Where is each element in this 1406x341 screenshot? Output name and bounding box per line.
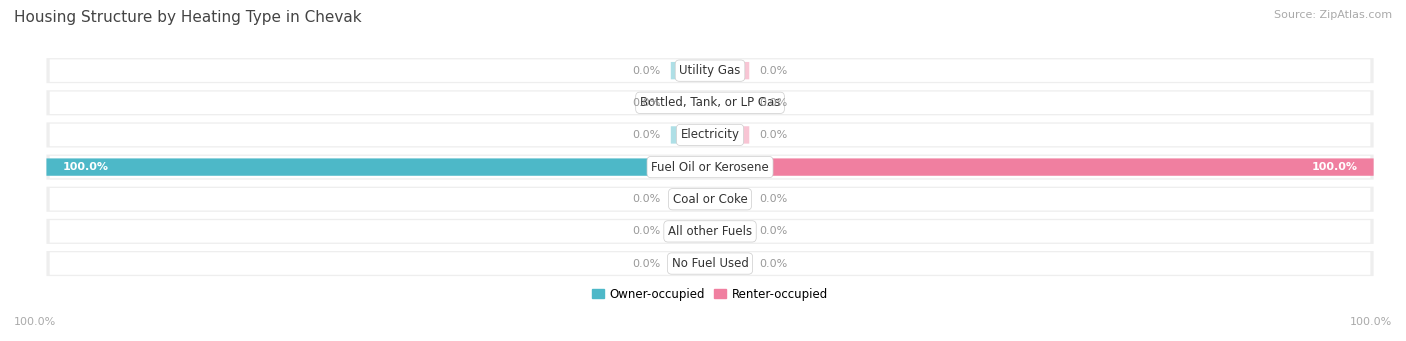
FancyBboxPatch shape <box>46 187 1374 212</box>
FancyBboxPatch shape <box>671 191 710 208</box>
FancyBboxPatch shape <box>671 62 710 79</box>
Text: 100.0%: 100.0% <box>1350 317 1392 327</box>
FancyBboxPatch shape <box>46 90 1374 115</box>
FancyBboxPatch shape <box>49 252 1371 275</box>
Text: Fuel Oil or Kerosene: Fuel Oil or Kerosene <box>651 161 769 174</box>
Text: 0.0%: 0.0% <box>759 65 787 76</box>
Text: Coal or Coke: Coal or Coke <box>672 193 748 206</box>
FancyBboxPatch shape <box>49 188 1371 210</box>
Text: 0.0%: 0.0% <box>759 226 787 236</box>
FancyBboxPatch shape <box>46 154 1374 180</box>
FancyBboxPatch shape <box>46 159 710 176</box>
FancyBboxPatch shape <box>49 59 1371 82</box>
Legend: Owner-occupied, Renter-occupied: Owner-occupied, Renter-occupied <box>586 283 834 305</box>
Text: 100.0%: 100.0% <box>14 317 56 327</box>
FancyBboxPatch shape <box>46 219 1374 244</box>
FancyBboxPatch shape <box>49 91 1371 114</box>
Text: Source: ZipAtlas.com: Source: ZipAtlas.com <box>1274 10 1392 20</box>
Text: Housing Structure by Heating Type in Chevak: Housing Structure by Heating Type in Che… <box>14 10 361 25</box>
Text: Utility Gas: Utility Gas <box>679 64 741 77</box>
Text: 0.0%: 0.0% <box>633 226 661 236</box>
FancyBboxPatch shape <box>710 94 749 112</box>
Text: 0.0%: 0.0% <box>759 194 787 204</box>
Text: All other Fuels: All other Fuels <box>668 225 752 238</box>
Text: 100.0%: 100.0% <box>63 162 108 172</box>
FancyBboxPatch shape <box>49 220 1371 243</box>
Text: Electricity: Electricity <box>681 129 740 142</box>
Text: 0.0%: 0.0% <box>759 98 787 108</box>
FancyBboxPatch shape <box>46 58 1374 83</box>
Text: Bottled, Tank, or LP Gas: Bottled, Tank, or LP Gas <box>640 96 780 109</box>
FancyBboxPatch shape <box>710 191 749 208</box>
FancyBboxPatch shape <box>710 159 1374 176</box>
Text: 0.0%: 0.0% <box>633 130 661 140</box>
Text: 0.0%: 0.0% <box>633 65 661 76</box>
FancyBboxPatch shape <box>49 124 1371 146</box>
FancyBboxPatch shape <box>671 126 710 144</box>
FancyBboxPatch shape <box>671 223 710 240</box>
Text: 0.0%: 0.0% <box>759 258 787 269</box>
Text: No Fuel Used: No Fuel Used <box>672 257 748 270</box>
Text: 100.0%: 100.0% <box>1312 162 1357 172</box>
FancyBboxPatch shape <box>46 122 1374 147</box>
Text: 0.0%: 0.0% <box>759 130 787 140</box>
Text: 0.0%: 0.0% <box>633 98 661 108</box>
FancyBboxPatch shape <box>671 94 710 112</box>
Text: 0.0%: 0.0% <box>633 258 661 269</box>
FancyBboxPatch shape <box>710 255 749 272</box>
FancyBboxPatch shape <box>710 126 749 144</box>
FancyBboxPatch shape <box>710 223 749 240</box>
FancyBboxPatch shape <box>671 255 710 272</box>
FancyBboxPatch shape <box>46 251 1374 276</box>
FancyBboxPatch shape <box>710 62 749 79</box>
Text: 0.0%: 0.0% <box>633 194 661 204</box>
FancyBboxPatch shape <box>49 156 1371 178</box>
